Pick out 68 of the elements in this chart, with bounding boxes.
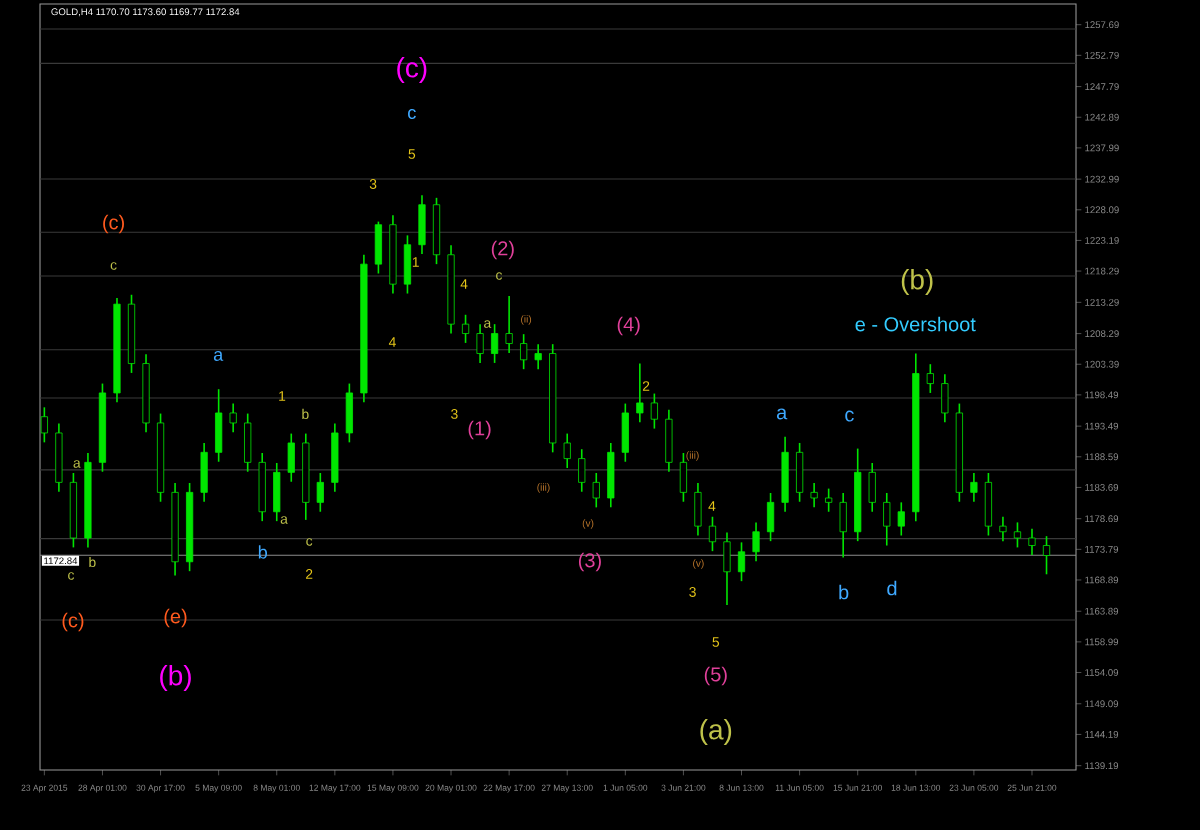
candlestick [868, 462, 876, 513]
annotation: (c) [62, 612, 84, 632]
candlestick [984, 472, 993, 537]
candlestick [316, 472, 324, 513]
candlestick [737, 541, 746, 582]
candlestick [883, 492, 891, 547]
candlestick [999, 515, 1007, 542]
candlestick [926, 363, 934, 394]
candlestick [418, 194, 426, 255]
candlestick [491, 323, 499, 364]
candlestick [345, 382, 353, 444]
candlestick [650, 392, 658, 430]
candlestick [825, 487, 833, 513]
candlestick [578, 448, 586, 493]
candlestick [1028, 527, 1036, 556]
annotation: (c) [103, 214, 124, 234]
annotation: b [839, 584, 849, 600]
annotation: e - Overshoot [855, 316, 976, 332]
annotation: (1) [468, 420, 491, 440]
candlestick [215, 388, 223, 463]
annotation: (b) [901, 268, 933, 296]
candlestick [796, 442, 804, 503]
candlestick [679, 452, 688, 503]
candlestick [665, 409, 673, 473]
annotation: (2) [491, 240, 514, 260]
candlestick [273, 462, 281, 522]
candlestick [839, 492, 847, 559]
candlestick [636, 362, 644, 424]
candlestick [505, 295, 513, 354]
candlestick [244, 412, 252, 473]
annotation: c [845, 410, 854, 422]
candlestick [40, 406, 48, 444]
candlestick [563, 432, 571, 469]
candlestick [520, 333, 528, 370]
annotation: b [258, 545, 268, 559]
annotation: d [887, 580, 897, 596]
candlestick [897, 501, 905, 537]
candlestick [970, 472, 978, 503]
candlestick [621, 402, 629, 463]
candlestick [1042, 535, 1051, 576]
annotation: (3) [578, 552, 601, 572]
candlestick [534, 343, 542, 370]
annotation: (e) [164, 608, 187, 628]
candlestick [708, 515, 717, 552]
candlestick [1013, 521, 1022, 549]
annotation: (a) [700, 718, 732, 746]
candlestick [810, 482, 818, 509]
candlestick [752, 521, 760, 562]
candlestick [941, 373, 949, 424]
candlestick [607, 442, 615, 509]
candlestick [694, 482, 702, 537]
candlestick [200, 442, 208, 503]
annotation: a [213, 350, 224, 361]
candlestick [229, 402, 237, 434]
annotation: (c) [397, 56, 427, 84]
annotation: (4) [617, 316, 640, 336]
candlestick [723, 531, 731, 606]
candlestick [476, 323, 484, 364]
annotation: a [776, 408, 788, 420]
candlestick [403, 234, 412, 295]
annotation: (b) [160, 664, 191, 692]
annotation: (5) [704, 666, 727, 686]
candlestick [461, 313, 470, 344]
candlestick [374, 220, 382, 275]
annotation: c [408, 109, 416, 119]
candlestick [592, 472, 600, 509]
candlestick [766, 492, 775, 542]
candlestick [287, 432, 295, 483]
